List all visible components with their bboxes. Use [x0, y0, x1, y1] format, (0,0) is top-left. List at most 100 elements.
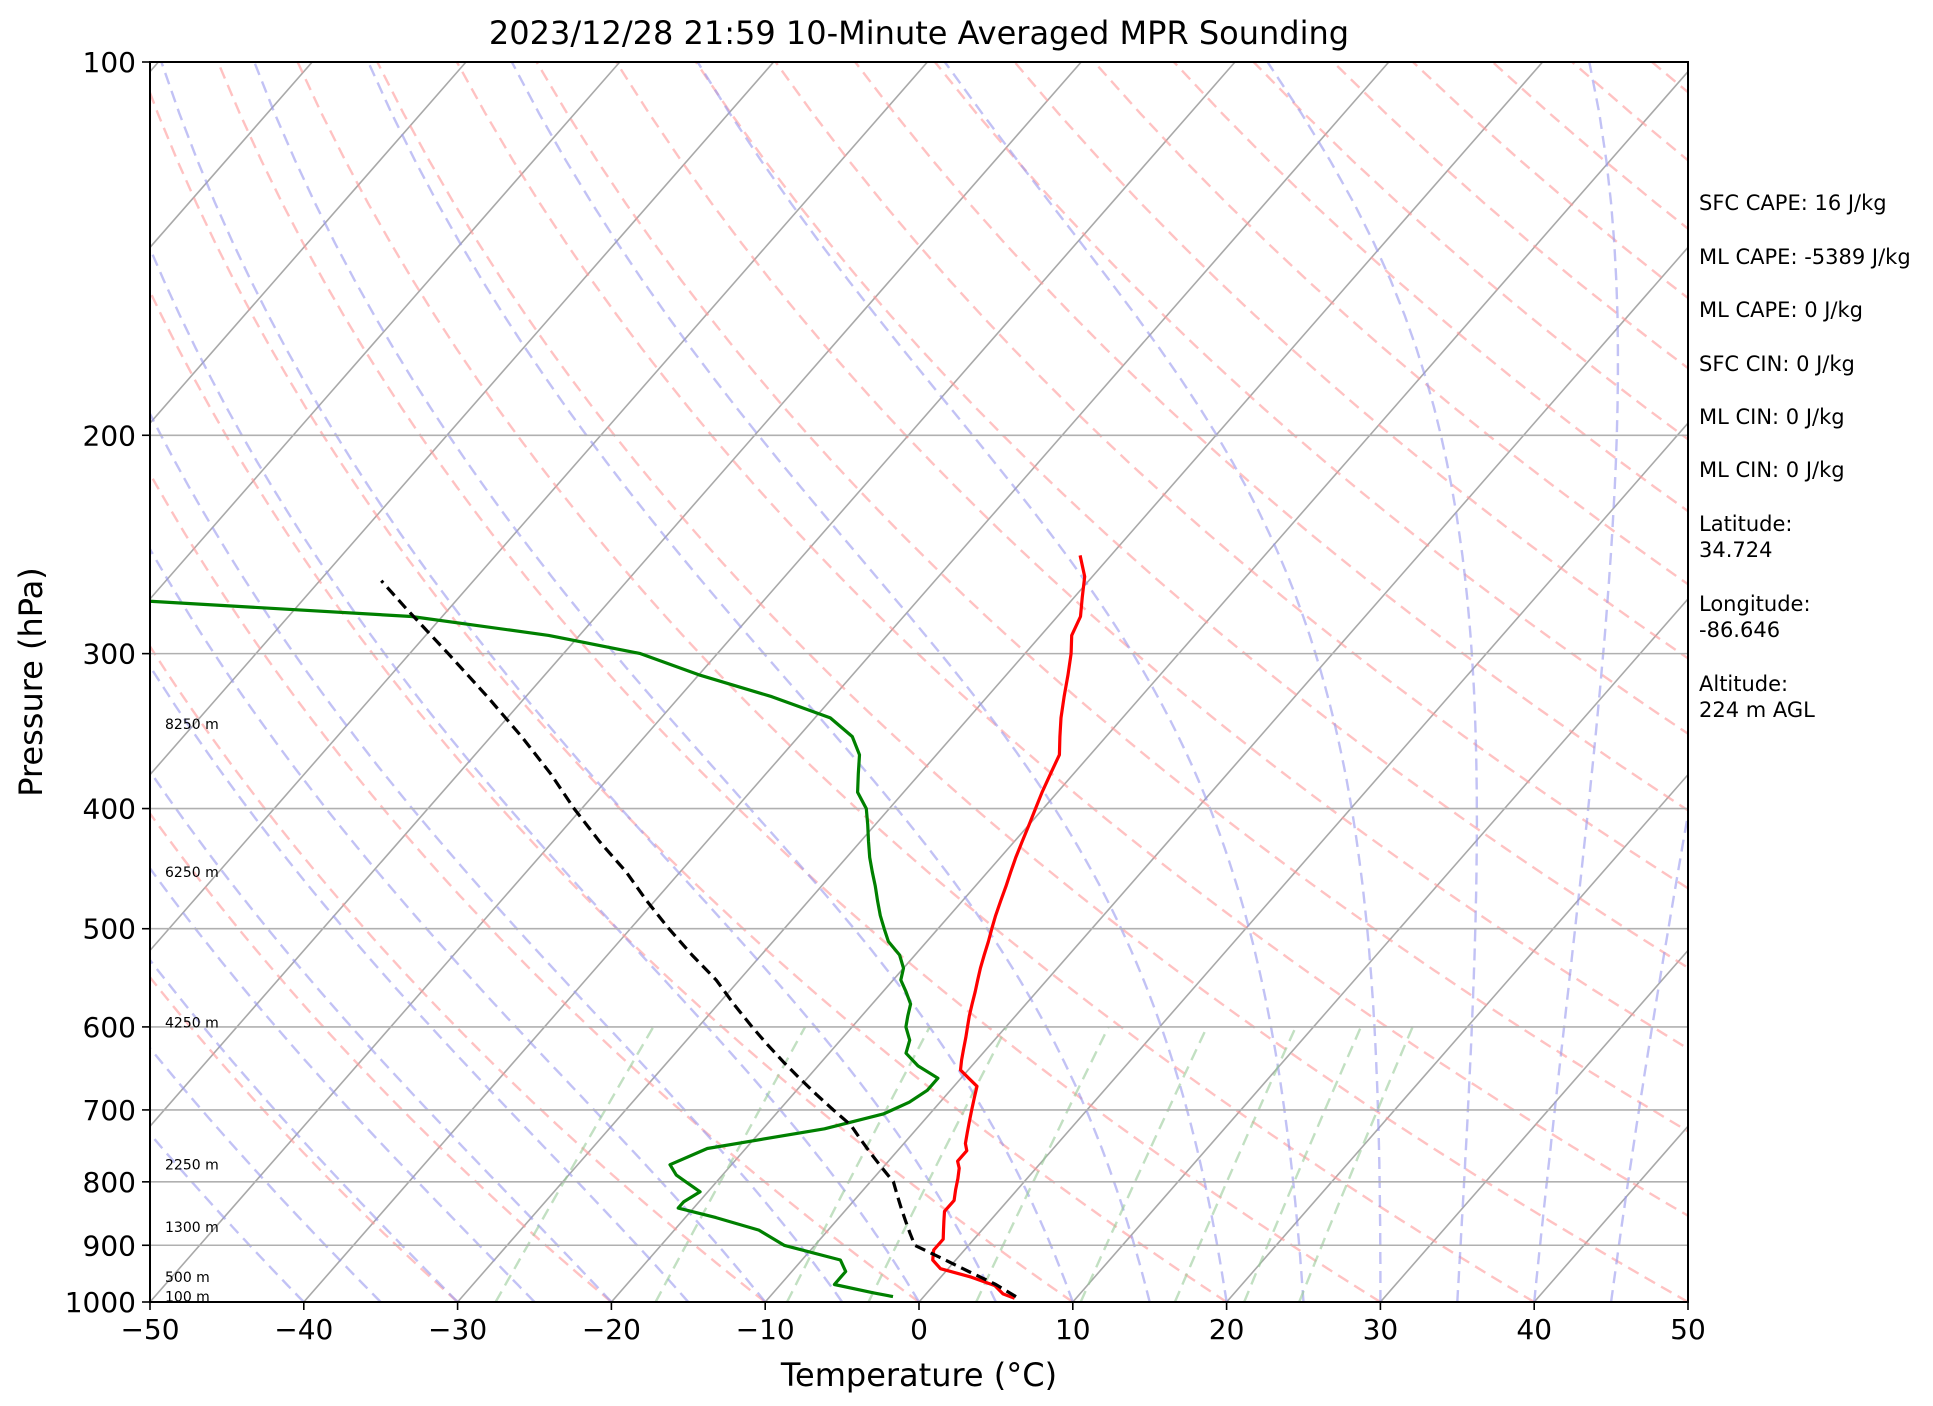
y-tick-label: 900 — [83, 1229, 136, 1262]
moist-adiabat-line — [510, 62, 1228, 1302]
altitude-value: 224 m AGL — [1699, 698, 1815, 722]
dry-adiabat-line — [150, 288, 1074, 1302]
x-tick-label: −40 — [274, 1313, 333, 1346]
height-label: 8250 m — [165, 717, 219, 733]
height-label: 500 m — [165, 1270, 210, 1286]
x-tick-label: 40 — [1516, 1313, 1552, 1346]
dry-adiabat-line — [150, 811, 613, 1302]
sfc-cin-text: SFC CIN: 0 J/kg — [1699, 352, 1855, 376]
moist-adiabat-line — [1266, 62, 1479, 1302]
altitude-label: Altitude: — [1699, 672, 1788, 696]
ml-cape-text: ML CAPE: -5389 J/kg — [1699, 245, 1911, 269]
moist-adiabat-line — [150, 769, 613, 1302]
x-axis-title: Temperature (°C) — [780, 1356, 1057, 1394]
isotherm-line — [764, 246, 1688, 1302]
y-axis-ticks: 1000 900 800 700 600 500 400 300 200 100 — [65, 46, 150, 1319]
moist-adiabat-line — [1609, 807, 1688, 1302]
y-tick-label: 600 — [83, 1011, 136, 1044]
sfc-cape-text: SFC CAPE: 16 J/kg — [1699, 191, 1887, 215]
x-tick-label: 20 — [1209, 1313, 1245, 1346]
isotherm-line — [1379, 949, 1688, 1302]
height-label: 1300 m — [165, 1220, 219, 1236]
x-axis-ticks: −50 −40 −30 −20 −10 0 10 20 30 40 50 — [120, 1302, 1706, 1346]
isotherm-line — [610, 70, 1688, 1302]
moist-adiabat-line — [943, 62, 1382, 1302]
y-axis-title: Pressure (hPa) — [12, 567, 50, 797]
isotherm-line — [1072, 597, 1688, 1302]
dry-adiabat-line — [376, 62, 1688, 1302]
mixing-ratio-line — [975, 1026, 1110, 1302]
mixing-ratio-line — [1173, 1026, 1297, 1302]
isotherm-line — [150, 62, 1236, 1302]
info-panel: SFC CAPE: 16 J/kg ML CAPE: -5389 J/kg ML… — [1699, 191, 1911, 722]
isotherm-line — [150, 62, 621, 601]
mixing-ratio-line — [494, 1026, 655, 1302]
isotherm-line — [918, 421, 1688, 1302]
isotherm-line — [0, 62, 5, 1302]
height-label: 2250 m — [165, 1158, 219, 1174]
chart-title: 2023/12/28 21:59 10-Minute Averaged MPR … — [489, 14, 1349, 52]
longitude-value: -86.646 — [1699, 618, 1780, 642]
moist-adiabat-line — [150, 245, 921, 1302]
isotherm-line — [1225, 773, 1688, 1302]
y-tick-label: 100 — [83, 46, 136, 79]
mixing-ratio-line — [1079, 1026, 1209, 1302]
height-label: 6250 m — [165, 865, 219, 881]
longitude-label: Longitude: — [1699, 592, 1811, 616]
mixing-ratio-line — [654, 1026, 807, 1302]
background-lines — [0, 62, 1688, 1302]
dry-adiabat-line — [216, 62, 1382, 1302]
moist-adiabat-line — [160, 62, 997, 1302]
y-tick-label: 1000 — [65, 1286, 136, 1319]
height-label: 4250 m — [165, 1015, 219, 1031]
isotherm-line — [303, 62, 1390, 1302]
sounding-series — [150, 555, 1087, 1300]
latitude-value: 34.724 — [1699, 538, 1772, 562]
dry-adiabat-line — [150, 471, 920, 1302]
x-tick-label: 0 — [910, 1313, 928, 1346]
x-tick-label: 30 — [1363, 1313, 1399, 1346]
dry-adiabat-line — [455, 62, 1688, 1218]
isotherm-line — [456, 62, 1544, 1302]
height-label: 100 m — [165, 1290, 210, 1306]
parcel-line — [380, 579, 1017, 1298]
temperature-line — [931, 555, 1087, 1300]
moist-adiabat-line — [150, 546, 767, 1302]
ml-cin-text: ML CIN: 0 J/kg — [1699, 405, 1845, 429]
mixing-ratio-line — [785, 1026, 931, 1302]
dry-adiabat-line — [1013, 62, 1688, 660]
mixing-ratio-line — [1298, 1026, 1414, 1302]
mixing-ratio-line — [867, 1026, 1008, 1302]
x-tick-label: −10 — [736, 1313, 795, 1346]
x-tick-label: −30 — [428, 1313, 487, 1346]
dewpoint-line — [150, 599, 940, 1299]
x-tick-label: −20 — [582, 1313, 641, 1346]
moist-adiabat-line — [696, 62, 1305, 1302]
x-tick-label: 10 — [1055, 1313, 1091, 1346]
dry-adiabat-line — [933, 62, 1688, 736]
isotherm-line — [150, 62, 929, 952]
moist-adiabat-line — [150, 866, 536, 1302]
dry-adiabat-line — [150, 975, 459, 1302]
y-tick-label: 700 — [83, 1094, 136, 1127]
mixing-ratio-line — [1243, 1026, 1363, 1302]
dry-adiabat-line — [296, 62, 1535, 1302]
ml-cape-text-2: ML CAPE: 0 J/kg — [1699, 298, 1863, 322]
y-tick-label: 200 — [83, 419, 136, 452]
y-tick-label: 400 — [83, 793, 136, 826]
moist-adiabat-line — [253, 62, 1074, 1302]
moist-adiabat-line — [1533, 62, 1620, 1302]
dry-adiabat-line — [615, 62, 1688, 1051]
y-tick-label: 300 — [83, 638, 136, 671]
moist-adiabat-line — [150, 664, 690, 1302]
height-labels: 8250 m 6250 m 4250 m 2250 m 1300 m 500 m 100 m — [165, 717, 219, 1305]
ml-cin-text-2: ML CIN: 0 J/kg — [1699, 458, 1845, 482]
x-tick-label: −50 — [120, 1313, 179, 1346]
moist-adiabat-line — [150, 958, 459, 1302]
isotherm-line — [150, 62, 775, 776]
moist-adiabat-line — [367, 62, 1151, 1302]
y-tick-label: 800 — [83, 1166, 136, 1199]
x-tick-label: 50 — [1670, 1313, 1706, 1346]
isotherm-line — [150, 62, 1082, 1128]
